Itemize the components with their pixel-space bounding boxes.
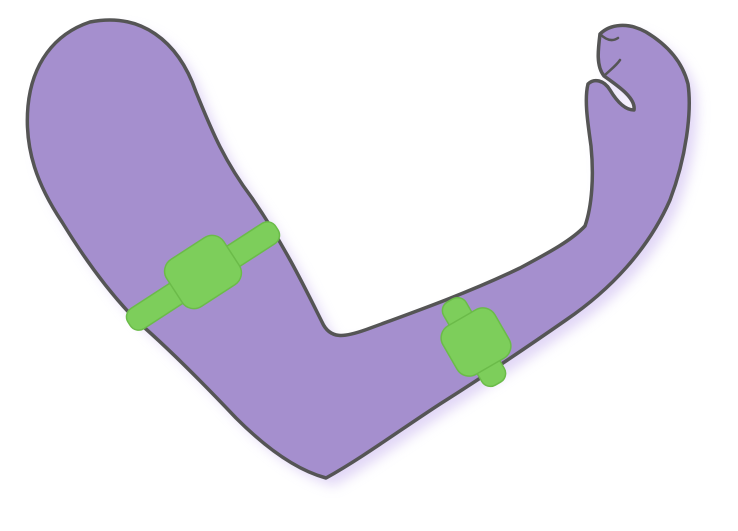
arm-silhouette — [25, 18, 691, 480]
upper-arm-sensor-icon — [125, 221, 281, 331]
finger-details — [598, 32, 622, 78]
forearm-sensor-icon — [440, 296, 512, 388]
